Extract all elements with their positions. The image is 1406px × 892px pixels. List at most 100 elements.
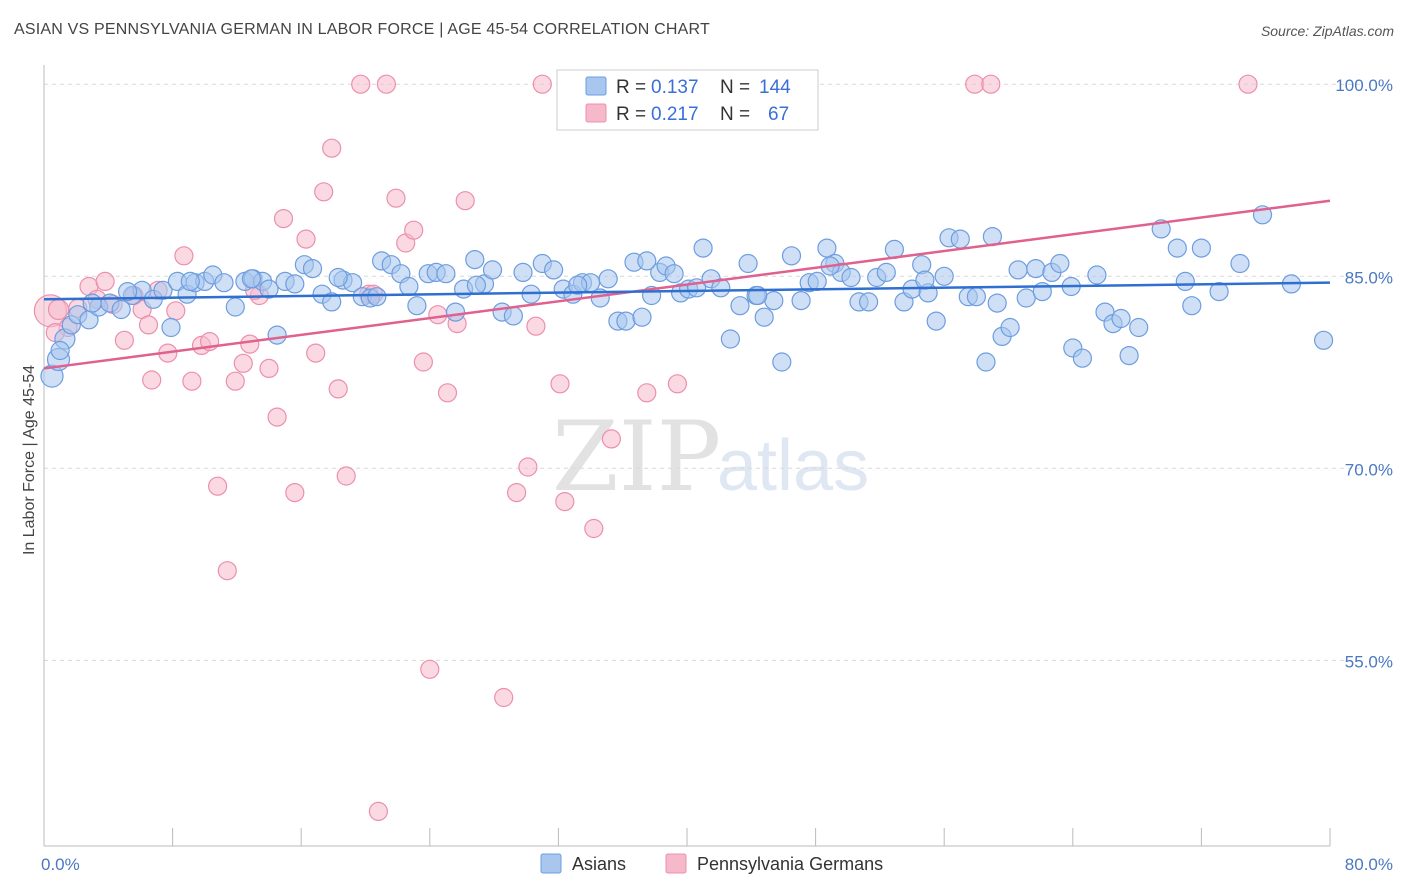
asian-point xyxy=(241,269,261,289)
asian-trend-line xyxy=(43,281,1331,301)
pg-point xyxy=(413,352,433,372)
asian-point xyxy=(568,275,588,295)
asian-point xyxy=(399,276,419,297)
pg-point xyxy=(455,191,475,211)
pg-point xyxy=(506,483,527,503)
asian-point xyxy=(259,279,279,299)
asian-point xyxy=(1191,238,1212,258)
pg-point xyxy=(322,138,342,158)
bottom-legend-pg-swatch xyxy=(665,853,687,874)
asian-point xyxy=(543,260,564,280)
asian-point xyxy=(616,311,636,331)
pg-point xyxy=(601,429,622,449)
asian-point xyxy=(285,274,305,294)
asian-point xyxy=(82,293,102,313)
asian-r-value: 0.137 xyxy=(651,77,699,98)
pg-point xyxy=(437,383,458,403)
asian-point xyxy=(912,255,932,275)
pg-point xyxy=(386,188,406,208)
pg-trend-line xyxy=(43,199,1331,370)
asian-point xyxy=(987,293,1007,313)
asian-point xyxy=(664,264,684,284)
asian-point xyxy=(738,253,758,274)
pg-point xyxy=(233,353,253,373)
x-tick-label: 80.0% xyxy=(1345,855,1393,874)
asian-point xyxy=(267,325,287,345)
asian-point xyxy=(482,260,503,280)
asian-point xyxy=(754,307,774,327)
pg-point xyxy=(404,220,424,240)
bottom-legend-asian-swatch xyxy=(540,853,562,874)
pg-point xyxy=(336,466,356,486)
asian-point xyxy=(503,306,524,326)
asian-point xyxy=(976,352,996,372)
asian-point xyxy=(1050,253,1070,274)
pg-point xyxy=(526,316,546,336)
pg-point xyxy=(259,358,279,378)
asian-point xyxy=(445,302,466,322)
pg-point xyxy=(174,246,194,266)
pg-point xyxy=(114,330,135,350)
x-tick-labels: 0.0% 80.0% xyxy=(41,855,1393,874)
bottom-legend-asian-label: Asians xyxy=(572,854,626,874)
asian-point xyxy=(465,250,485,270)
watermark-zip: ZIP xyxy=(552,401,721,513)
asian-point xyxy=(632,307,652,327)
bottom-legend-pg-label: Pennsylvania Germans xyxy=(697,854,883,874)
pg-point xyxy=(550,374,570,394)
asian-point xyxy=(772,352,792,372)
asian-point xyxy=(322,292,342,312)
asian-point xyxy=(926,311,946,331)
pg-point xyxy=(306,343,326,363)
y-tick-label: 100.0% xyxy=(1335,76,1393,95)
asian-point xyxy=(1008,260,1028,280)
asian-point xyxy=(807,271,827,291)
asian-legend-swatch xyxy=(585,76,607,96)
asian-point xyxy=(117,282,138,302)
asian-point xyxy=(367,287,387,307)
asian-point xyxy=(876,262,896,282)
pg-point xyxy=(267,407,287,427)
asian-point xyxy=(1026,259,1046,279)
asian-point xyxy=(214,273,234,293)
pg-point xyxy=(555,492,575,512)
asian-point xyxy=(1087,265,1107,285)
asian-point xyxy=(1111,308,1131,329)
y-tick-label: 70.0% xyxy=(1345,460,1393,479)
asian-point xyxy=(466,275,486,295)
asian-point xyxy=(1000,317,1020,338)
pg-point xyxy=(532,74,552,94)
asian-point xyxy=(1119,346,1139,366)
asian-point xyxy=(791,291,811,311)
asian-point xyxy=(781,246,802,266)
pg-point xyxy=(182,371,202,391)
pg-r-label: R = xyxy=(616,104,646,125)
pg-point xyxy=(95,271,115,291)
watermark-atlas: atlas xyxy=(717,426,869,506)
pg-point xyxy=(273,209,294,229)
pg-point xyxy=(208,476,228,496)
pg-point xyxy=(368,801,388,822)
pg-point xyxy=(142,370,162,390)
pg-point xyxy=(965,74,985,94)
asian-point xyxy=(328,267,348,288)
x-tick-label: 0.0% xyxy=(41,855,80,874)
bottom-legend: Asians Pennsylvania Germans xyxy=(540,853,883,874)
asian-point xyxy=(637,251,657,271)
trend-lines xyxy=(43,199,1331,370)
pg-n-value: 67 xyxy=(768,104,789,125)
asian-point xyxy=(1230,253,1250,274)
pg-point xyxy=(494,687,514,708)
asian-point xyxy=(161,317,181,338)
y-tick-labels: 100.0% 85.0% 70.0% 55.0% xyxy=(1335,76,1393,671)
asian-point xyxy=(730,296,750,316)
asian-point xyxy=(966,287,987,307)
pg-legend-swatch xyxy=(585,103,607,123)
asian-point xyxy=(858,292,879,312)
asian-point xyxy=(50,340,70,361)
asian-point xyxy=(513,262,533,282)
asian-point xyxy=(225,297,245,317)
asian-point xyxy=(1313,330,1334,350)
